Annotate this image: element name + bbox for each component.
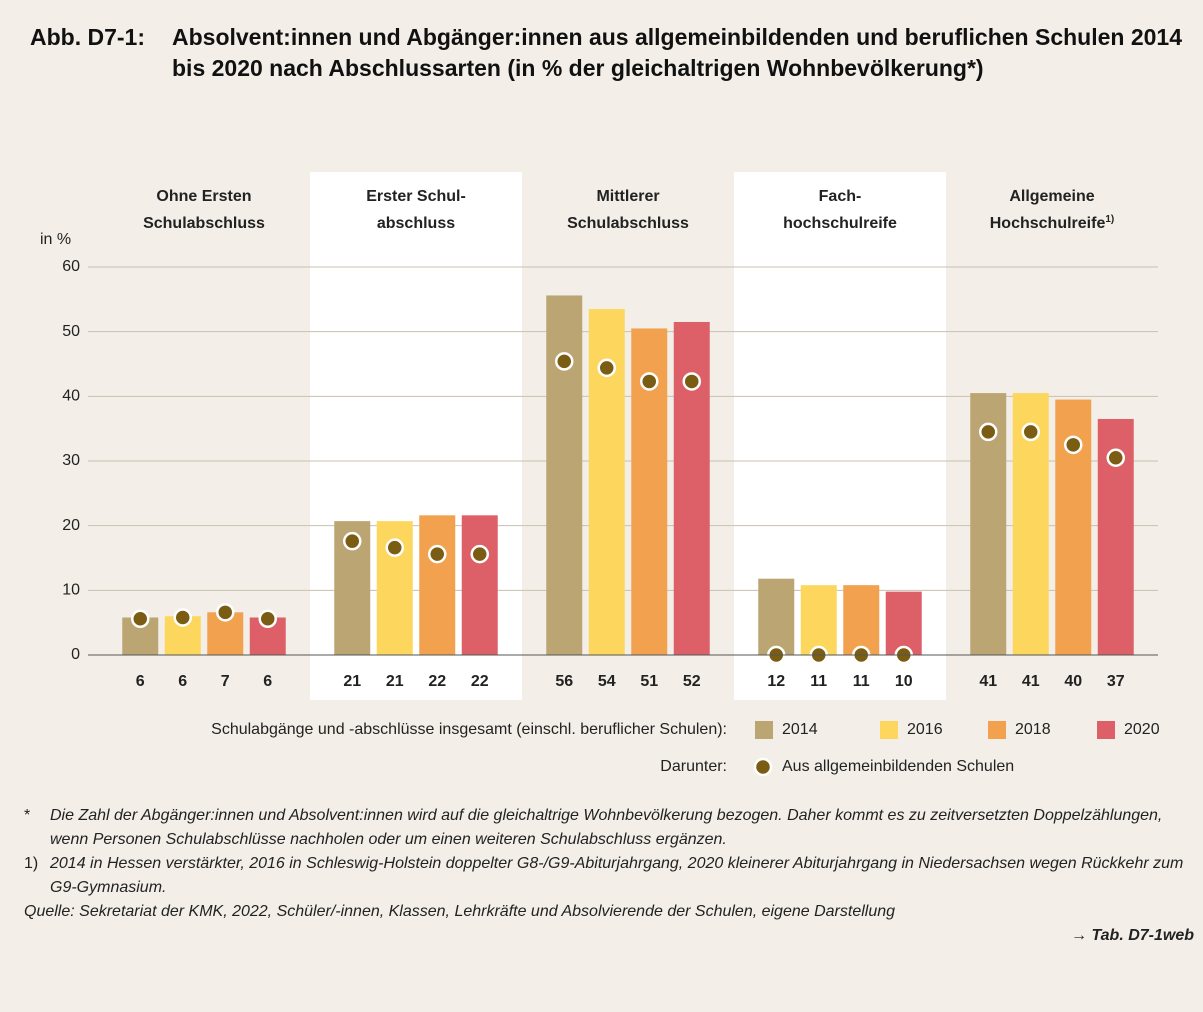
y-tick-label: 60	[62, 258, 80, 275]
reference: → Tab. D7-1web	[1071, 927, 1194, 944]
bar	[758, 578, 795, 655]
category-line: Schulabschluss	[143, 215, 265, 232]
category-line: abschluss	[377, 215, 455, 232]
dot	[343, 531, 362, 551]
legend-entry: 2018	[1015, 721, 1051, 738]
category-label: Schulabschluss	[143, 215, 265, 232]
bar	[546, 295, 583, 655]
value-label: 41	[979, 673, 997, 690]
y-tick-label: 40	[62, 388, 80, 405]
category-line: Erster Schul-	[366, 188, 466, 205]
category-label: Mittlerer	[596, 188, 659, 205]
y-tick-label: 10	[62, 582, 80, 599]
title-block: Abb. D7-1: Absolvent:innen und Abgänger:…	[30, 22, 1182, 84]
y-tick-label: 50	[62, 323, 80, 340]
note-marker: 1)	[24, 855, 39, 872]
dot	[428, 544, 447, 564]
y-tick-label: 20	[62, 517, 80, 534]
legend-swatch	[880, 721, 898, 739]
note: * Die Zahl der Abgänger:innen und Absolve…	[24, 804, 1194, 852]
bar	[885, 591, 922, 655]
dot	[1021, 422, 1040, 442]
legend-entry: 2020	[1124, 721, 1160, 738]
y-tick-label: 30	[62, 452, 80, 469]
source: Quelle: Sekretariat der KMK, 2022, Schül…	[24, 903, 896, 920]
category-line: Fach-	[819, 188, 862, 205]
dot	[979, 422, 998, 442]
y-tick-label: 0	[71, 646, 80, 663]
value-label: 6	[178, 673, 187, 690]
value-label: 40	[1064, 673, 1082, 690]
category-label: abschluss	[377, 215, 455, 232]
legend-entry: 2014	[782, 721, 818, 738]
category-line: Hochschulreife	[990, 215, 1106, 232]
value-label: 6	[263, 673, 272, 690]
category-label: Ohne Ersten	[156, 188, 251, 205]
dot	[555, 352, 574, 371]
legend-swatch	[1097, 721, 1115, 739]
category-line: Ohne Ersten	[156, 188, 251, 205]
category-line: Allgemeine	[1009, 188, 1094, 205]
dot-legend-name: Aus allgemeinbildenden Schulen	[782, 758, 1014, 775]
value-label: 56	[555, 673, 573, 690]
bar	[673, 321, 710, 655]
bar	[800, 585, 837, 655]
legend-dot	[753, 757, 773, 777]
category-label: Allgemeine	[1009, 188, 1094, 205]
category-label: hochschulreife	[783, 215, 897, 232]
notes: * Die Zahl der Abgänger:innen und Absolve…	[24, 804, 1194, 948]
category-line: Schulabschluss	[567, 215, 689, 232]
legend-entry: 2016	[907, 721, 943, 738]
dot	[385, 538, 404, 557]
value-label: 41	[1022, 673, 1040, 690]
dot-legend-prefix: Darunter:	[660, 758, 727, 775]
value-label: 54	[598, 673, 616, 690]
note-text: 2014 in Hessen verstärkter, 2016 in Schl…	[50, 855, 1184, 896]
value-label: 6	[136, 673, 145, 690]
category-label: Hochschulreife1)	[990, 214, 1115, 233]
value-label: 52	[683, 673, 701, 690]
category-label: Erster Schul-	[366, 188, 466, 205]
dot	[682, 372, 701, 391]
bar	[461, 515, 498, 655]
value-label: 21	[386, 673, 404, 690]
dot	[173, 608, 192, 627]
bar	[419, 515, 456, 655]
category-line: hochschulreife	[783, 215, 897, 232]
note: 1) 2014 in Hessen verstärkter, 2016 in Sc…	[24, 852, 1194, 900]
category-note: 1)	[1105, 214, 1114, 225]
value-label: 37	[1107, 673, 1125, 690]
legend-label: Schulabgänge und -abschlüsse insgesamt (…	[211, 721, 727, 738]
dot	[597, 358, 616, 378]
value-label: 10	[895, 673, 913, 690]
dot	[131, 609, 150, 629]
note-text: Die Zahl der Abgänger:innen und Absolven…	[50, 807, 1163, 848]
dot	[258, 609, 277, 629]
value-label: 11	[853, 673, 870, 690]
dot	[470, 544, 489, 564]
dot	[1106, 448, 1125, 468]
figure-label: Abb. D7-1:	[30, 24, 145, 50]
value-label: 21	[343, 673, 361, 690]
legend-swatch	[988, 721, 1006, 739]
dot	[640, 372, 659, 391]
value-label: 51	[640, 673, 658, 690]
value-label: 7	[221, 673, 230, 690]
dot	[216, 603, 235, 622]
category-label: Schulabschluss	[567, 215, 689, 232]
y-axis-label: in %	[40, 231, 71, 248]
legend-swatch	[755, 721, 773, 739]
value-label: 12	[767, 673, 785, 690]
chart-title: Absolvent:innen und Abgänger:innen aus a…	[172, 24, 1182, 81]
value-label: 11	[810, 673, 827, 690]
category-line: Mittlerer	[596, 188, 659, 205]
category-label: Fach-	[819, 188, 862, 205]
bar	[843, 585, 880, 655]
value-label: 22	[471, 673, 489, 690]
value-label: 22	[428, 673, 446, 690]
dot	[1064, 435, 1083, 455]
note-marker: *	[24, 807, 31, 824]
